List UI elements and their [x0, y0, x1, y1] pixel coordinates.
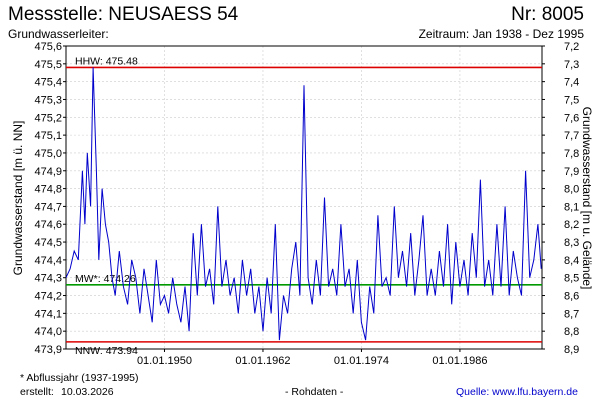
right-tick-label: 7,9: [564, 166, 579, 178]
right-tick-label: 7,5: [564, 94, 579, 106]
y-axis-label-right: Grundwasserstand [m u. Gelände]: [580, 107, 594, 290]
aquifer-label: Grundwasserleiter:: [8, 27, 109, 41]
right-tick-label: 7,2: [564, 41, 579, 53]
reference-line-label: MW*: 474.26: [75, 273, 136, 285]
reference-lines: HHW: 475.48 MW*: 474.26 NNW: 473.94: [66, 55, 542, 357]
right-tick-label: 7,8: [564, 148, 579, 160]
right-tick-label: 8,1: [564, 201, 579, 213]
left-tick-label: 475,0: [34, 148, 62, 160]
x-tick-label: 01.01.1962: [235, 355, 290, 367]
station-number: Nr: 8005: [511, 4, 584, 25]
right-tick-label: 8,3: [564, 237, 579, 249]
left-tick-label: 474,0: [34, 326, 62, 338]
left-tick-label: 474,8: [34, 184, 62, 196]
plot-frame: [65, 45, 543, 350]
left-tick-label: 475,4: [34, 77, 62, 89]
right-tick-label: 8,4: [564, 255, 579, 267]
left-tick-label: 475,1: [34, 130, 62, 142]
left-tick-label: 475,5: [34, 59, 62, 71]
x-tick-label: 01.01.1974: [334, 355, 389, 367]
right-tick-label: 8,9: [564, 344, 579, 356]
left-tick-label: 475,6: [34, 41, 62, 53]
right-tick-label: 8,2: [564, 219, 579, 231]
left-tick-label: 473,9: [34, 344, 62, 356]
reference-line-label: NNW: 473.94: [75, 345, 138, 357]
x-axis-ticks: 01.01.1950 01.01.1962 01.01.1974 01.01.1986: [137, 349, 487, 367]
left-axis-ticks: 475,6 475,5 475,4 475,3 475,2 475,1 475,0 474,9…: [34, 41, 66, 356]
left-tick-label: 474,5: [34, 237, 62, 249]
rawdata-label: - Rohdaten -: [285, 386, 344, 398]
series-line-water-level: [65, 67, 542, 341]
station-title: Messstelle: NEUSAESS 54: [8, 4, 239, 25]
right-tick-label: 8,8: [564, 326, 579, 338]
reference-line-label: HHW: 475.48: [75, 55, 138, 67]
left-tick-label: 474,3: [34, 273, 62, 285]
footnote: * Abflussjahr (1937-1995): [20, 372, 139, 384]
source-link[interactable]: Quelle: www.lfu.bayern.de: [456, 386, 578, 398]
left-tick-label: 475,2: [34, 112, 62, 124]
right-tick-label: 7,4: [564, 77, 579, 89]
y-axis-label-left: Grundwasserstand [m ü. NN]: [11, 121, 25, 276]
right-tick-label: 8,7: [564, 308, 579, 320]
right-axis-ticks: 7,2 7,3 7,4 7,5 7,6 7,7 7,8 7,9 8,0 8,1 8,2 8,3 8,4 8…: [542, 41, 579, 356]
right-tick-label: 8,5: [564, 273, 579, 285]
right-tick-label: 7,6: [564, 112, 579, 124]
right-tick-label: 7,3: [564, 59, 579, 71]
left-tick-label: 474,1: [34, 308, 62, 320]
right-tick-label: 8,6: [564, 291, 579, 303]
x-tick-label: 01.01.1986: [432, 355, 487, 367]
left-tick-label: 474,6: [34, 219, 62, 231]
left-tick-label: 474,2: [34, 291, 62, 303]
period-label: Zeitraum: Jan 1938 - Dez 1995: [418, 27, 584, 41]
left-tick-label: 474,9: [34, 166, 62, 178]
left-tick-label: 474,7: [34, 201, 62, 213]
left-tick-label: 475,3: [34, 94, 62, 106]
created-date: 10.03.2026: [61, 386, 114, 398]
right-tick-label: 8,0: [564, 184, 579, 196]
left-tick-label: 474,4: [34, 255, 62, 267]
created-label: erstellt:: [20, 386, 54, 398]
x-tick-label: 01.01.1950: [137, 355, 192, 367]
right-tick-label: 7,7: [564, 130, 579, 142]
